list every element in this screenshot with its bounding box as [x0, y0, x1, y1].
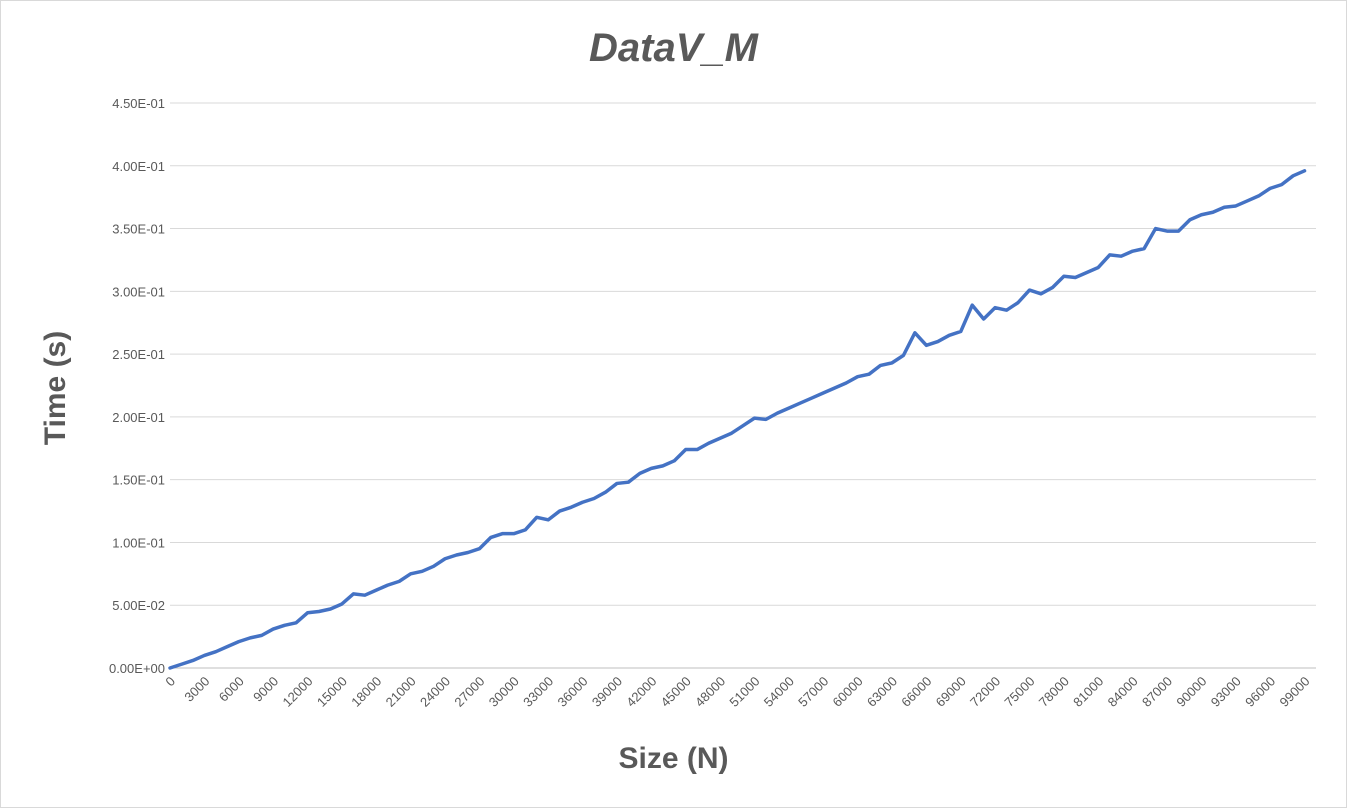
y-tick-label: 4.50E-01 [112, 96, 165, 111]
x-tick-label: 48000 [692, 674, 728, 710]
x-tick-label: 9000 [250, 674, 281, 705]
x-tick-label: 87000 [1139, 674, 1175, 710]
y-tick-label: 2.00E-01 [112, 410, 165, 425]
series-group [168, 169, 1307, 670]
x-tick-label: 93000 [1208, 674, 1244, 710]
x-tick-label: 96000 [1242, 674, 1278, 710]
x-tick-label: 72000 [967, 674, 1003, 710]
x-tick-label: 6000 [216, 674, 247, 705]
x-axis-label: Size (N) [618, 742, 729, 775]
x-tick-label: 30000 [486, 674, 522, 710]
x-tick-label: 99000 [1276, 674, 1312, 710]
x-tick-label: 27000 [451, 674, 487, 710]
y-tick-label: 1.00E-01 [112, 535, 165, 550]
chart-title: DataV_M [589, 26, 758, 70]
x-tick-label: 51000 [726, 674, 762, 710]
x-tick-label: 54000 [761, 674, 797, 710]
series-line [168, 169, 1307, 670]
x-tick-label: 0 [162, 674, 178, 690]
x-tick-label: 57000 [795, 674, 831, 710]
x-tick-label: 33000 [520, 674, 556, 710]
y-tick-label: 4.00E-01 [112, 159, 165, 174]
x-tick-label: 3000 [181, 674, 212, 705]
x-tick-label: 69000 [933, 674, 969, 710]
x-tick-label: 36000 [555, 674, 591, 710]
x-tick-label: 18000 [348, 674, 384, 710]
y-tick-label: 5.00E-02 [112, 598, 165, 613]
x-tick-label: 24000 [417, 674, 453, 710]
y-tick-label: 3.00E-01 [112, 284, 165, 299]
x-tick-label: 78000 [1036, 674, 1072, 710]
x-tick-label: 15000 [314, 674, 350, 710]
x-tick-label: 66000 [898, 674, 934, 710]
x-tick-label: 21000 [383, 674, 419, 710]
y-tick-label: 2.50E-01 [112, 347, 165, 362]
x-tick-label: 12000 [279, 674, 315, 710]
x-tick-label: 63000 [864, 674, 900, 710]
y-tick-labels: 0.00E+00 5.00E-02 1.00E-01 1.50E-01 2.00E-01… [109, 96, 165, 676]
y-tick-label: 1.50E-01 [112, 473, 165, 488]
x-tick-label: 84000 [1105, 674, 1141, 710]
x-tick-label: 45000 [658, 674, 694, 710]
x-tick-label: 60000 [830, 674, 866, 710]
x-tick-label: 39000 [589, 674, 625, 710]
x-tick-label: 75000 [1001, 674, 1037, 710]
x-tick-label: 81000 [1070, 674, 1106, 710]
y-tick-label: 3.50E-01 [112, 222, 165, 237]
x-tick-label: 42000 [623, 674, 659, 710]
y-tick-label: 0.00E+00 [109, 661, 165, 676]
x-tick-labels: 0 3000 6000 9000120001500018000210002400027… [162, 674, 1312, 710]
x-tick-label: 90000 [1173, 674, 1209, 710]
gridlines [170, 102, 1316, 669]
